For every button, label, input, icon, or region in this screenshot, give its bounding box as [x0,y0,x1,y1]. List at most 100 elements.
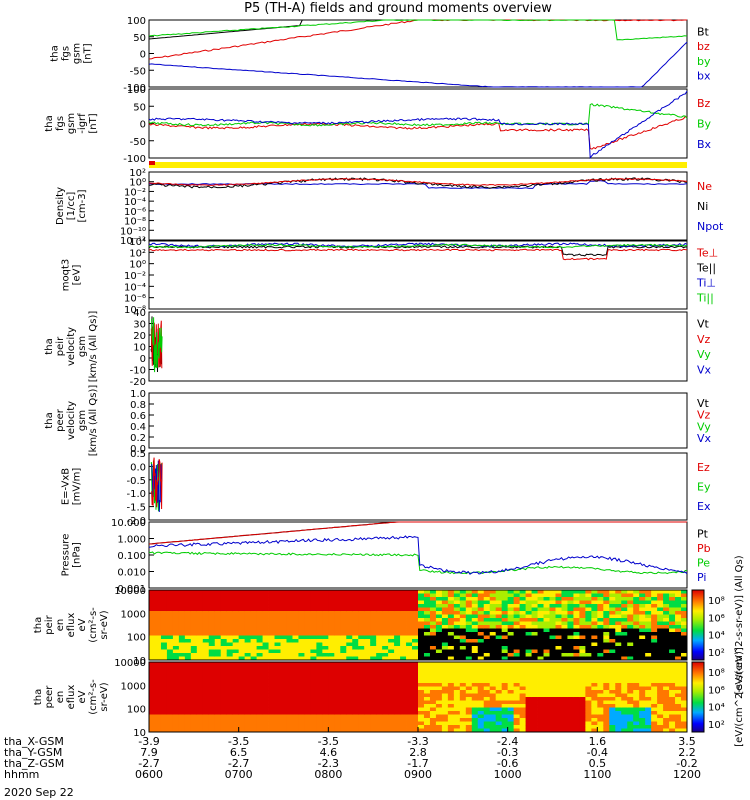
spectrogram-cell [316,593,323,598]
spectrogram-cell [280,618,287,622]
spectrogram-cell [418,597,425,601]
spectrogram-cell [178,618,186,622]
spectrogram-cell [256,593,263,598]
spectrogram-cell [196,653,204,657]
spectrogram-cell [286,625,293,629]
spectrogram-cell [429,721,437,726]
spectrogram-cell [639,607,646,612]
spectrogram-cell [555,656,562,661]
spectrogram-cell [537,607,544,612]
spectrogram-cell [382,711,389,715]
spectrogram-cell [310,669,317,673]
spectrogram-cell [388,683,395,687]
spectrogram-cell [459,672,467,677]
spectrogram-cell [519,714,526,719]
spectrogram-cell [561,600,568,605]
spectrogram-cell [238,718,246,722]
spectrogram-cell [501,700,509,705]
spectrogram-cell [256,700,263,705]
spectrogram-cell [465,653,473,657]
spectrogram-cell [537,721,544,726]
spectrogram-cell [669,649,676,654]
spectrogram-cell [567,679,574,684]
spectrogram-cell [579,646,586,650]
spectrogram-cell [364,683,371,687]
spectrogram-cell [651,718,658,722]
spectrogram-cell [423,642,431,647]
spectrogram-cell [483,614,491,619]
spectrogram-cell [388,632,395,636]
spectrogram-cell [316,676,323,680]
spectrogram-cell [220,649,228,654]
spectrogram-cell [591,593,598,598]
spectrogram-cell [477,669,485,673]
y-axis-label-line: peir [44,614,55,634]
spectrogram-cell [555,725,562,729]
spectrogram-cell [322,697,329,701]
spectrogram-cell [256,628,263,633]
spectrogram-cell [388,718,395,722]
spectrogram-cell [435,686,443,691]
spectrogram-cell [394,653,401,657]
spectrogram-cell [657,597,664,601]
spectrogram-cell [471,707,479,712]
spectrogram-cell [352,721,359,726]
spectrogram-cell [579,700,586,705]
ephemeris-row-label: hhmm [4,768,39,781]
spectrogram-cell [585,721,592,726]
spectrogram-cell [149,639,156,643]
spectrogram-cell [178,614,186,619]
spectrogram-cell [663,646,670,650]
spectrogram-cell [418,718,425,722]
spectrogram-cell [376,700,383,705]
spectrogram-cell [196,635,204,640]
spectrogram-cell [304,621,311,626]
spectrogram-cell [627,632,634,636]
spectrogram-cell [495,632,503,636]
spectrogram-cell [501,672,509,677]
spectrogram-cell [429,621,437,626]
spectrogram-cell [172,693,180,698]
spectrogram-cell [394,656,401,661]
spectrogram-cell [202,683,210,687]
spectrogram-cell [328,618,335,622]
spectrogram-cell [328,628,335,633]
spectrogram-cell [262,672,269,677]
spectrogram-cell [340,621,347,626]
spectrogram-cell [501,697,509,701]
spectrogram-cell [196,693,204,698]
spectrogram-cell [435,635,443,640]
spectrogram-cell [160,639,168,643]
spectrogram-cell [663,721,670,726]
spectrogram-cell [400,635,407,640]
spectrogram-cell [280,700,287,705]
spectrogram-cell [184,672,192,677]
spectrogram-cell [471,665,479,670]
spectrogram-cell [274,721,281,726]
spectrogram-cell [561,646,568,650]
spectrogram-cell [483,686,491,691]
spectrogram-cell [549,593,556,598]
spectrogram-cell [334,621,341,626]
spectrogram-cell [274,607,281,612]
spectrogram-cell [406,725,413,729]
spectrogram-cell [334,593,341,598]
spectrogram-cell [202,721,210,726]
spectrogram-cell [567,618,574,622]
spectrogram-cell [406,679,413,684]
spectrogram-cell [645,711,652,715]
spectrogram-cell [262,607,269,612]
spectrogram-cell [358,639,365,643]
spectrogram-cell [178,625,186,629]
spectrogram-cell [435,642,443,647]
spectrogram-cell [274,600,281,605]
legend-item: Ey [697,481,711,494]
spectrogram-cell [268,704,275,708]
spectrogram-cell [507,704,515,708]
spectrogram-cell [627,653,634,657]
spectrogram-cell [196,690,204,694]
spectrogram-cell [406,593,413,598]
spectrogram-cell [412,679,419,684]
spectrogram-cell [406,693,413,698]
